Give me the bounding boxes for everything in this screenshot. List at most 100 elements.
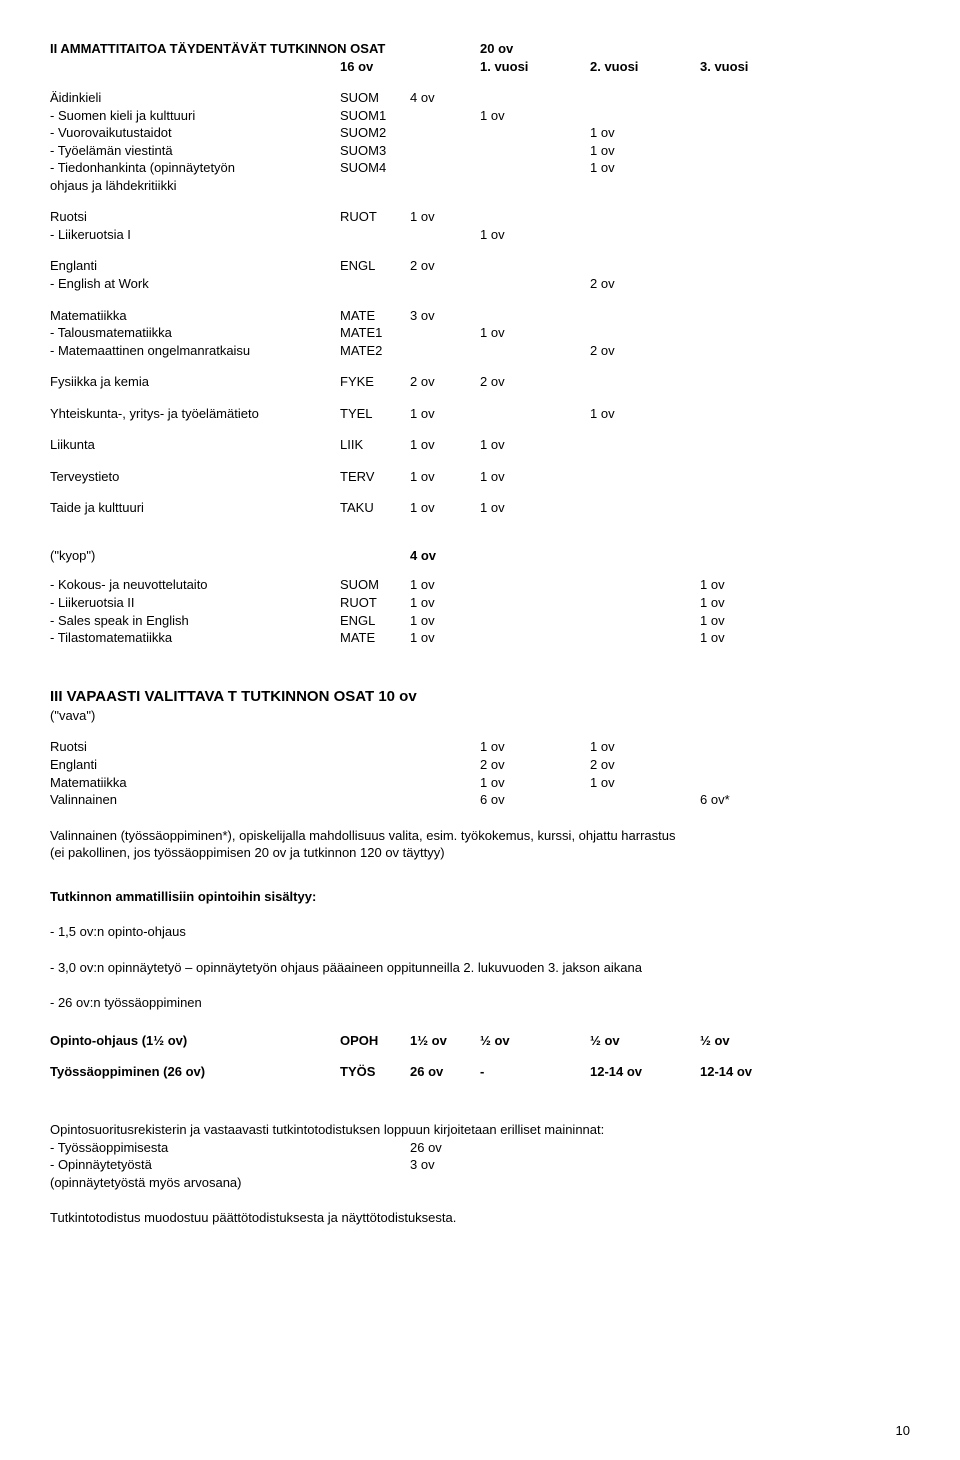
ov: 1 ov: [410, 405, 480, 423]
ov: 2 ov: [410, 257, 480, 275]
code: SUOM2: [340, 124, 410, 142]
sisaltyy-b1: - 1,5 ov:n opinto-ohjaus: [50, 923, 910, 941]
ov: 26 ov: [410, 1063, 480, 1081]
label: Yhteiskunta-, yritys- ja työelämätieto: [50, 405, 340, 423]
ov: 1 ov: [410, 629, 480, 647]
code: MATE2: [340, 342, 410, 360]
code: RUOT: [340, 594, 410, 612]
fysiikka-row: Fysiikka ja kemia FYKE 2 ov 2 ov: [50, 373, 910, 391]
sisaltyy-heading: Tutkinnon ammatillisiin opintoihin sisäl…: [50, 888, 910, 906]
code: OPOH: [340, 1032, 410, 1050]
year3: 3. vuosi: [700, 58, 780, 76]
code: FYKE: [340, 373, 410, 391]
y3: 1 ov: [700, 594, 780, 612]
y1: 1 ov: [480, 436, 590, 454]
aidinkieli-label: Äidinkieli: [50, 89, 340, 107]
kyop-r1: - Kokous- ja neuvottelutaito SUOM 1 ov 1…: [50, 576, 910, 594]
ov: 1 ov: [410, 436, 480, 454]
label: - Vuorovaikutustaidot: [50, 124, 340, 142]
label: - Opinnäytetyöstä: [50, 1156, 340, 1174]
section2-ov: 20 ov: [480, 40, 513, 58]
label: Ruotsi: [50, 738, 340, 756]
label: - Talousmatematiikka: [50, 324, 340, 342]
code: LIIK: [340, 436, 410, 454]
ov: 1 ov: [410, 612, 480, 630]
section2-years: 16 ov 1. vuosi 2. vuosi 3. vuosi: [50, 58, 910, 76]
footer-l2: - Opinnäytetyöstä 3 ov: [50, 1156, 910, 1174]
year1: 1. vuosi: [480, 58, 590, 76]
label: Opinto-ohjaus (1½ ov): [50, 1032, 340, 1050]
label: - Tiedonhankinta (opinnäytetyön: [50, 159, 340, 177]
y2: 1 ov: [590, 774, 700, 792]
label: - Kokous- ja neuvottelutaito: [50, 576, 340, 594]
kyop-r4: - Tilastomatematiikka MATE 1 ov 1 ov: [50, 629, 910, 647]
label: - Suomen kieli ja kulttuuri: [50, 107, 340, 125]
kyop-r2: - Liikeruotsia II RUOT 1 ov 1 ov: [50, 594, 910, 612]
label: - Matemaattinen ongelmanratkaisu: [50, 342, 340, 360]
matematiikka-sub1: - Talousmatematiikka MATE1 1 ov: [50, 324, 910, 342]
y1: 1 ov: [480, 738, 590, 756]
code: SUOM4: [340, 159, 410, 177]
aidinkieli-sub1: - Suomen kieli ja kulttuuri SUOM1 1 ov: [50, 107, 910, 125]
y1: 1 ov: [480, 107, 590, 125]
code: SUOM3: [340, 142, 410, 160]
ov: 3 ov: [410, 1156, 480, 1174]
ov: 3 ov: [410, 307, 480, 325]
code: MATE: [340, 307, 410, 325]
section2-title: II AMMATTITAITOA TÄYDENTÄVÄT TUTKINNON O…: [50, 40, 480, 58]
code: RUOT: [340, 208, 410, 226]
footer-l3: (opinnäytetyöstä myös arvosana): [50, 1174, 910, 1192]
footer-p1: Opintosuoritusrekisterin ja vastaavasti …: [50, 1121, 910, 1139]
sisaltyy-b3: - 26 ov:n työssäoppiminen: [50, 994, 910, 1012]
y2: ½ ov: [590, 1032, 700, 1050]
ov: 1 ov: [410, 499, 480, 517]
code: TAKU: [340, 499, 410, 517]
label: Taide ja kulttuuri: [50, 499, 340, 517]
footer-p2: Tutkintotodistus muodostuu päättötodistu…: [50, 1209, 910, 1227]
sub-ov: 16 ov: [340, 58, 410, 76]
y1: 1 ov: [480, 499, 590, 517]
y3: 1 ov: [700, 612, 780, 630]
y3: ½ ov: [700, 1032, 780, 1050]
y1: 1 ov: [480, 226, 590, 244]
vava-r3: Matematiikka 1 ov 1 ov: [50, 774, 910, 792]
y1: -: [480, 1063, 590, 1081]
ruotsi-sub1: - Liikeruotsia I 1 ov: [50, 226, 910, 244]
page-number: 10: [896, 1422, 910, 1440]
tyossaoppiminen-row: Työssäoppiminen (26 ov) TYÖS 26 ov - 12-…: [50, 1063, 910, 1081]
label: Fysiikka ja kemia: [50, 373, 340, 391]
label: Liikunta: [50, 436, 340, 454]
vava-r4: Valinnainen 6 ov 6 ov*: [50, 791, 910, 809]
y1: 1 ov: [480, 468, 590, 486]
ov: 1 ov: [410, 594, 480, 612]
label: - Liikeruotsia I: [50, 226, 340, 244]
terveystieto-row: Terveystieto TERV 1 ov 1 ov: [50, 468, 910, 486]
ov: 1 ov: [410, 576, 480, 594]
section3-sub: ("vava"): [50, 707, 910, 725]
code: ENGL: [340, 257, 410, 275]
label: Ruotsi: [50, 208, 340, 226]
label: Matematiikka: [50, 774, 340, 792]
ov: 2 ov: [410, 373, 480, 391]
code: TERV: [340, 468, 410, 486]
label: Terveystieto: [50, 468, 340, 486]
label: - English at Work: [50, 275, 340, 293]
aidinkieli-sub2: - Vuorovaikutustaidot SUOM2 1 ov: [50, 124, 910, 142]
label: ("kyop"): [50, 547, 340, 565]
aidinkieli-ov: 4 ov: [410, 89, 480, 107]
section2-header: II AMMATTITAITOA TÄYDENTÄVÄT TUTKINNON O…: [50, 40, 910, 58]
aidinkieli-row: Äidinkieli SUOM 4 ov: [50, 89, 910, 107]
label: Matematiikka: [50, 307, 340, 325]
code: SUOM: [340, 576, 410, 594]
y2: 1 ov: [590, 738, 700, 756]
vava-note2: (ei pakollinen, jos työssäoppimisen 20 o…: [50, 844, 910, 862]
y3: 6 ov*: [700, 791, 780, 809]
label: Työssäoppiminen (26 ov): [50, 1063, 340, 1081]
y2: 1 ov: [590, 142, 700, 160]
label: Valinnainen: [50, 791, 340, 809]
label: - Tilastomatematiikka: [50, 629, 340, 647]
label: Englanti: [50, 756, 340, 774]
ov: 1 ov: [410, 468, 480, 486]
year2: 2. vuosi: [590, 58, 700, 76]
code: TYEL: [340, 405, 410, 423]
